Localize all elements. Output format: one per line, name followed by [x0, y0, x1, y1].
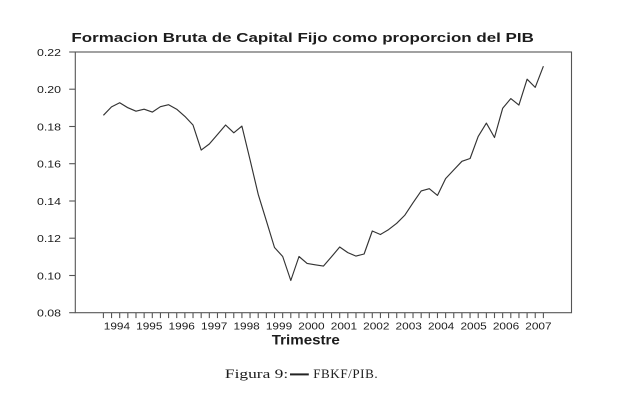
svg-text:1996: 1996: [169, 321, 195, 332]
svg-text:2000: 2000: [298, 321, 324, 332]
svg-text:2005: 2005: [460, 321, 486, 332]
svg-text:FBKF/PIB.: FBKF/PIB.: [313, 367, 378, 381]
svg-text:0.14: 0.14: [37, 197, 61, 208]
svg-text:2007: 2007: [525, 321, 551, 332]
svg-text:2003: 2003: [396, 321, 422, 332]
svg-text:0.16: 0.16: [37, 159, 61, 170]
svg-text:1995: 1995: [136, 321, 162, 332]
svg-text:2001: 2001: [331, 321, 357, 332]
svg-text:0.08: 0.08: [37, 308, 61, 319]
svg-text:Formacion Bruta de Capital Fij: Formacion Bruta de Capital Fijo como pro…: [71, 31, 533, 46]
svg-text:0.20: 0.20: [37, 85, 61, 96]
svg-text:0.10: 0.10: [37, 271, 61, 282]
svg-text:2006: 2006: [493, 321, 519, 332]
svg-text:1997: 1997: [201, 321, 227, 332]
svg-text:1998: 1998: [233, 321, 259, 332]
svg-text:2004: 2004: [428, 321, 454, 332]
svg-text:0.18: 0.18: [37, 122, 61, 133]
svg-text:0.22: 0.22: [37, 48, 61, 59]
svg-text:2002: 2002: [363, 321, 389, 332]
svg-text:1999: 1999: [266, 321, 292, 332]
svg-text:Trimestre: Trimestre: [272, 333, 340, 348]
svg-text:1994: 1994: [104, 321, 130, 332]
svg-text:0.12: 0.12: [37, 234, 61, 245]
svg-text:Figura 9:: Figura 9:: [225, 367, 288, 381]
